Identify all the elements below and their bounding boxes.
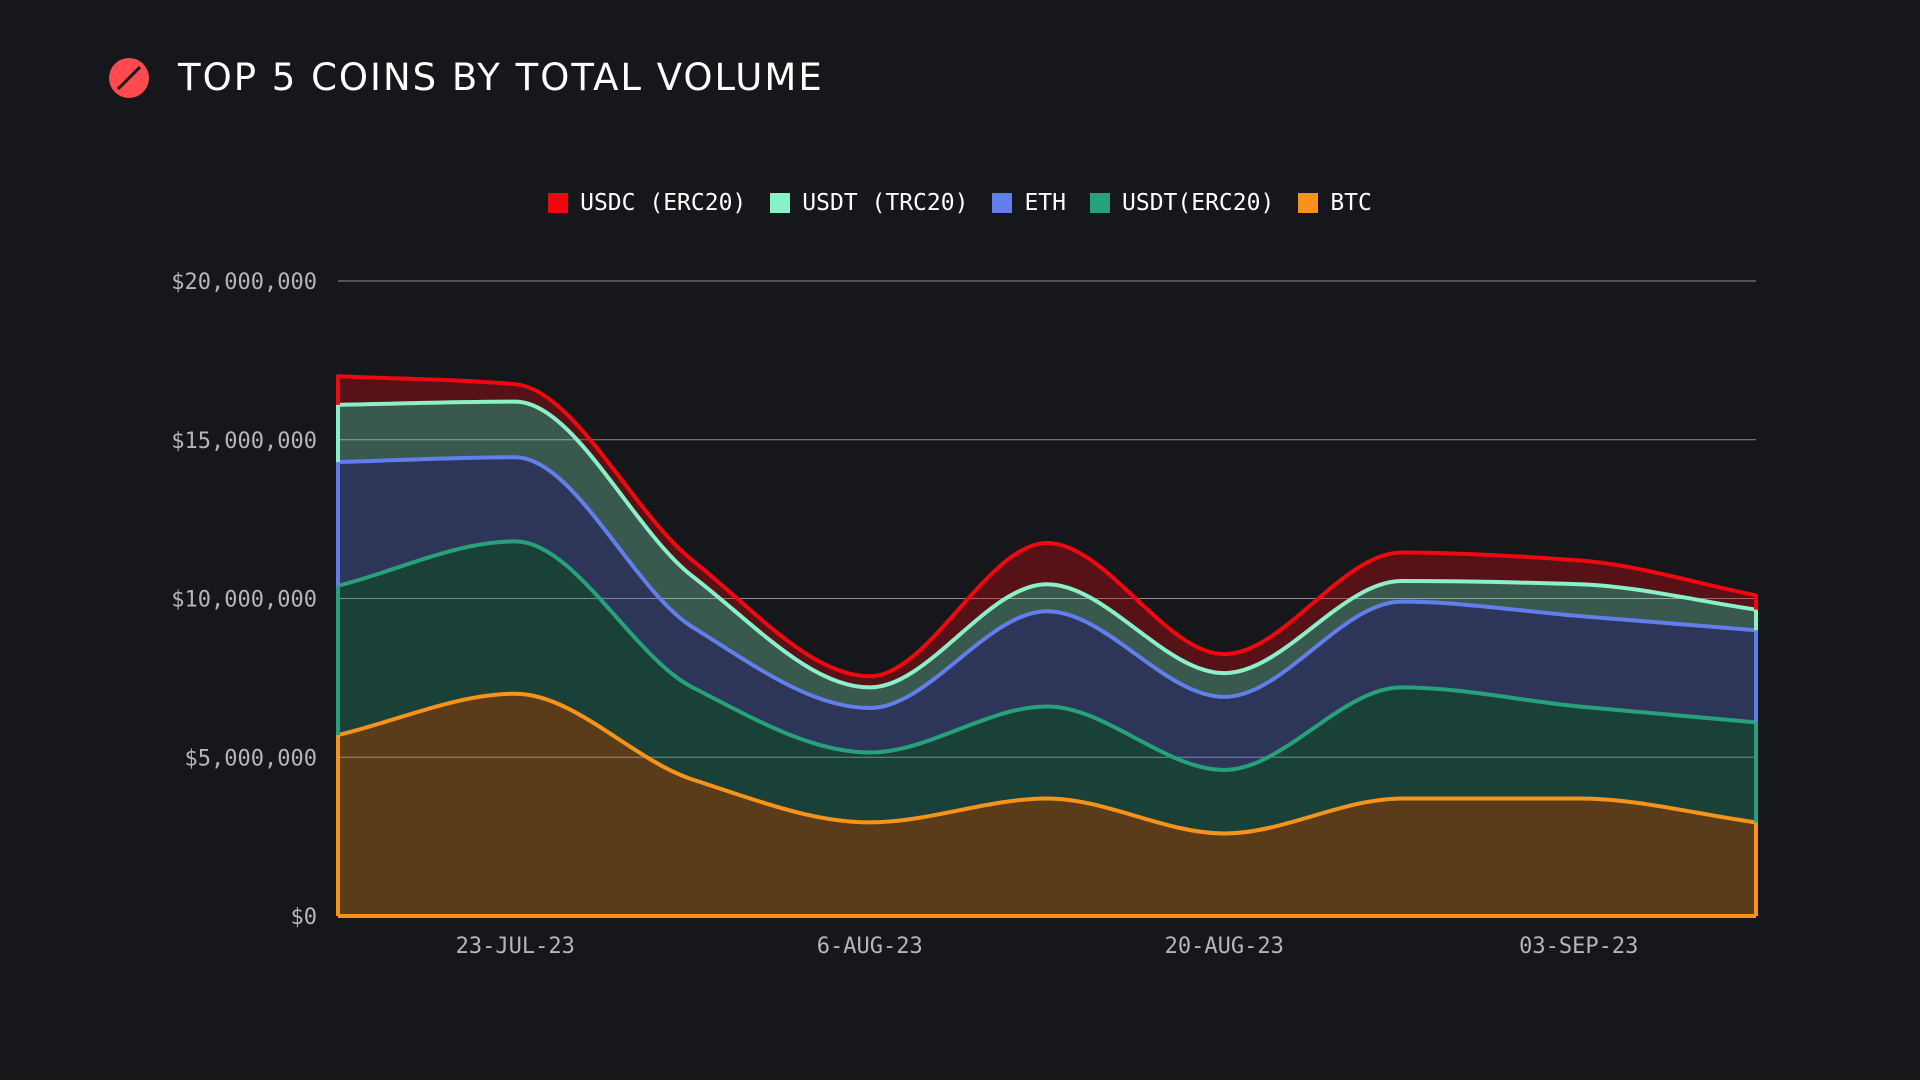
y-tick-label: $10,000,000 — [171, 588, 317, 613]
y-tick-label: $0 — [291, 905, 318, 930]
chart-legend: USDC (ERC20) USDT (TRC20) ETH USDT(ERC20) BT… — [0, 190, 1920, 216]
line-usdt-erc20- — [336, 539, 1758, 823]
x-tick-label: 23-JUL-23 — [456, 934, 575, 959]
legend-label: USDT(ERC20) — [1122, 190, 1275, 216]
line-btc — [336, 691, 1758, 916]
legend-label: BTC — [1330, 190, 1372, 216]
y-tick-label: $15,000,000 — [171, 429, 317, 454]
line-usdc-erc20- — [336, 374, 1758, 679]
area-btc — [338, 693, 1756, 916]
area-eth — [338, 457, 1756, 770]
line-eth — [336, 455, 1758, 723]
legend-label: USDC (ERC20) — [580, 190, 747, 216]
x-tick-label: 20-AUG-23 — [1165, 934, 1284, 959]
legend-item[interactable]: BTC — [1298, 190, 1372, 216]
legend-swatch — [1298, 193, 1319, 213]
x-tick-label: 6-AUG-23 — [817, 934, 923, 959]
legend-swatch — [1090, 193, 1110, 213]
legend-swatch — [770, 193, 791, 213]
legend-item[interactable]: USDT(ERC20) — [1090, 190, 1274, 216]
legend-label: ETH — [1024, 190, 1066, 216]
y-tick-label: $5,000,000 — [185, 746, 317, 771]
chart-title: TOP 5 COINS BY TOTAL VOLUME — [178, 56, 824, 99]
areas — [338, 376, 1756, 916]
legend-item[interactable]: USDT (TRC20) — [770, 190, 968, 216]
x-tick-label: 03-SEP-23 — [1519, 934, 1638, 959]
area-usdt-erc20- — [338, 541, 1756, 834]
legend-label: USDT (TRC20) — [802, 190, 969, 216]
area-usdt-trc20- — [338, 401, 1756, 709]
line-usdt-trc20- — [336, 399, 1758, 690]
y-tick-label: $20,000,000 — [171, 270, 317, 295]
legend-item[interactable]: ETH — [992, 190, 1066, 216]
chart-header: TOP 5 COINS BY TOTAL VOLUME — [108, 56, 824, 99]
series-lines — [336, 374, 1758, 918]
slashed-circle-logo-icon — [109, 57, 149, 98]
legend-swatch — [548, 193, 569, 213]
legend-swatch — [992, 193, 1013, 213]
legend-item[interactable]: USDC (ERC20) — [548, 190, 746, 216]
